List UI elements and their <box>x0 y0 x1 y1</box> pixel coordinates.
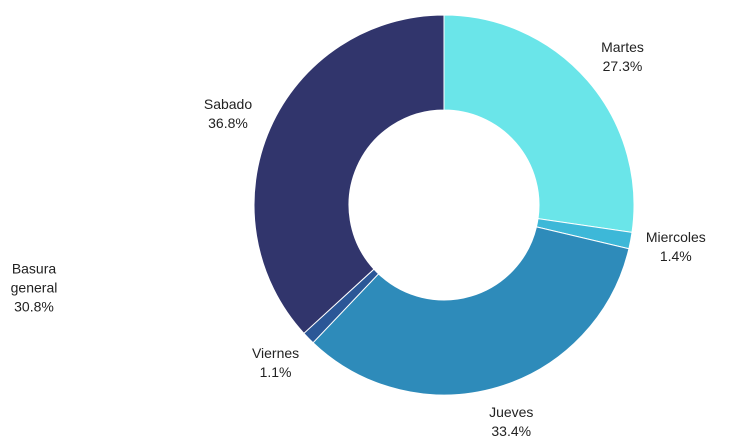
category-label: Sabado <box>203 95 253 112</box>
slice-label: Miercoles 1.4% <box>645 228 707 266</box>
slice-label: Sabado 36.8% <box>204 95 252 133</box>
slice <box>312 226 630 396</box>
category-label: Viernes <box>251 345 300 362</box>
slice-label: Martes 27.3% <box>601 38 644 76</box>
slice <box>253 14 445 335</box>
slice-label: Jueves 33.4% <box>489 403 533 441</box>
value-label: 1.1% <box>259 364 292 381</box>
category-label: Jueves <box>489 403 534 420</box>
value-label: 36.8% <box>208 114 248 131</box>
slice-label: Viernes 1.1% <box>252 344 299 382</box>
value-label: 33.4% <box>491 422 532 439</box>
category-label: Miercoles <box>645 229 706 246</box>
value-label: 27.3% <box>602 58 643 75</box>
annotation-value: 30.8% <box>14 298 54 315</box>
category-label: Martes <box>601 39 644 56</box>
value-label: 1.4% <box>659 248 692 265</box>
slice <box>443 14 635 233</box>
annotation: Basura general 30.8% <box>4 260 64 317</box>
annotation-label: Basura general <box>10 260 58 296</box>
